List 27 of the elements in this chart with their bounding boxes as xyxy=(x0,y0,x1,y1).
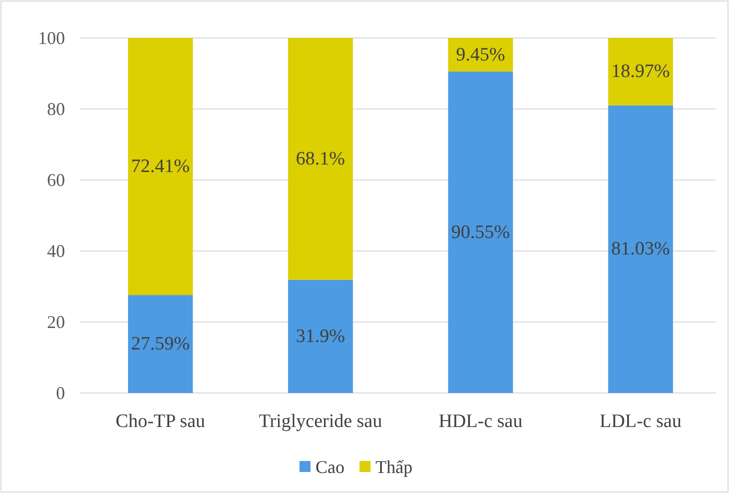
bar xyxy=(448,72,513,393)
y-tick-label: 0 xyxy=(56,383,65,403)
bar xyxy=(128,295,193,393)
x-tick-label: Triglyceride sau xyxy=(258,411,383,432)
data-label: 27.59% xyxy=(131,334,190,355)
bar xyxy=(288,38,353,280)
bar xyxy=(128,38,193,296)
y-tick-label: 80 xyxy=(47,99,65,119)
bar xyxy=(288,280,353,393)
x-tick-label: LDL-c sau xyxy=(600,411,682,432)
data-label: 9.45% xyxy=(456,44,506,66)
y-tick-label: 60 xyxy=(47,170,65,190)
data-label: 18.97% xyxy=(611,61,670,82)
bar xyxy=(608,105,673,393)
data-label: 31.9% xyxy=(296,326,346,347)
data-label: 68.1% xyxy=(296,148,346,170)
y-tick-label: 20 xyxy=(47,312,65,332)
legend-label: Thấp xyxy=(376,457,412,477)
data-label: 90.55% xyxy=(451,222,510,243)
x-tick-label: HDL-c sau xyxy=(438,411,523,432)
legend-label: Cao xyxy=(316,457,344,477)
x-tick-label: Cho-TP sau xyxy=(116,411,206,432)
y-tick-label: 100 xyxy=(38,28,65,48)
bar xyxy=(608,38,673,106)
y-tick-label: 40 xyxy=(47,241,65,261)
data-label: 72.41% xyxy=(131,156,190,178)
data-label: 81.03% xyxy=(611,238,670,260)
